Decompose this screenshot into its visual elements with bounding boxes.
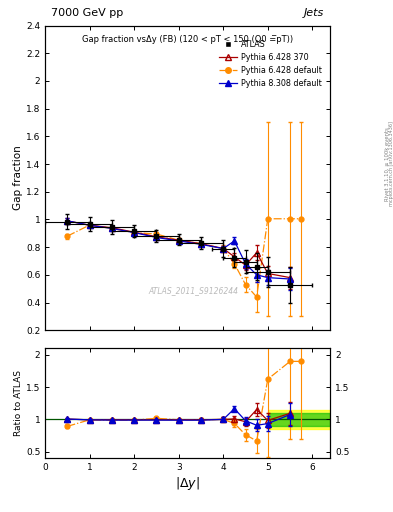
- Text: Rivet 3.1.10, ≥ 100k events: Rivet 3.1.10, ≥ 100k events: [385, 127, 389, 201]
- Bar: [268, 413, 330, 426]
- Text: Gap fraction vsΔy (FB) (120 < pT < 150 (Q0 =̅pT)): Gap fraction vsΔy (FB) (120 < pT < 150 (…: [82, 35, 293, 44]
- Bar: [268, 410, 330, 429]
- Text: mcplots.cern.ch [arXiv:1306.3436]: mcplots.cern.ch [arXiv:1306.3436]: [389, 121, 393, 206]
- Text: ATLAS_2011_S9126244: ATLAS_2011_S9126244: [148, 286, 239, 295]
- X-axis label: $|\Delta y|$: $|\Delta y|$: [175, 475, 200, 492]
- Text: 7000 GeV pp: 7000 GeV pp: [51, 8, 123, 18]
- Y-axis label: Ratio to ATLAS: Ratio to ATLAS: [14, 370, 23, 436]
- Y-axis label: Gap fraction: Gap fraction: [13, 145, 23, 210]
- Text: Jets: Jets: [304, 8, 325, 18]
- Legend: ATLAS, Pythia 6.428 370, Pythia 6.428 default, Pythia 8.308 default: ATLAS, Pythia 6.428 370, Pythia 6.428 de…: [216, 37, 325, 92]
